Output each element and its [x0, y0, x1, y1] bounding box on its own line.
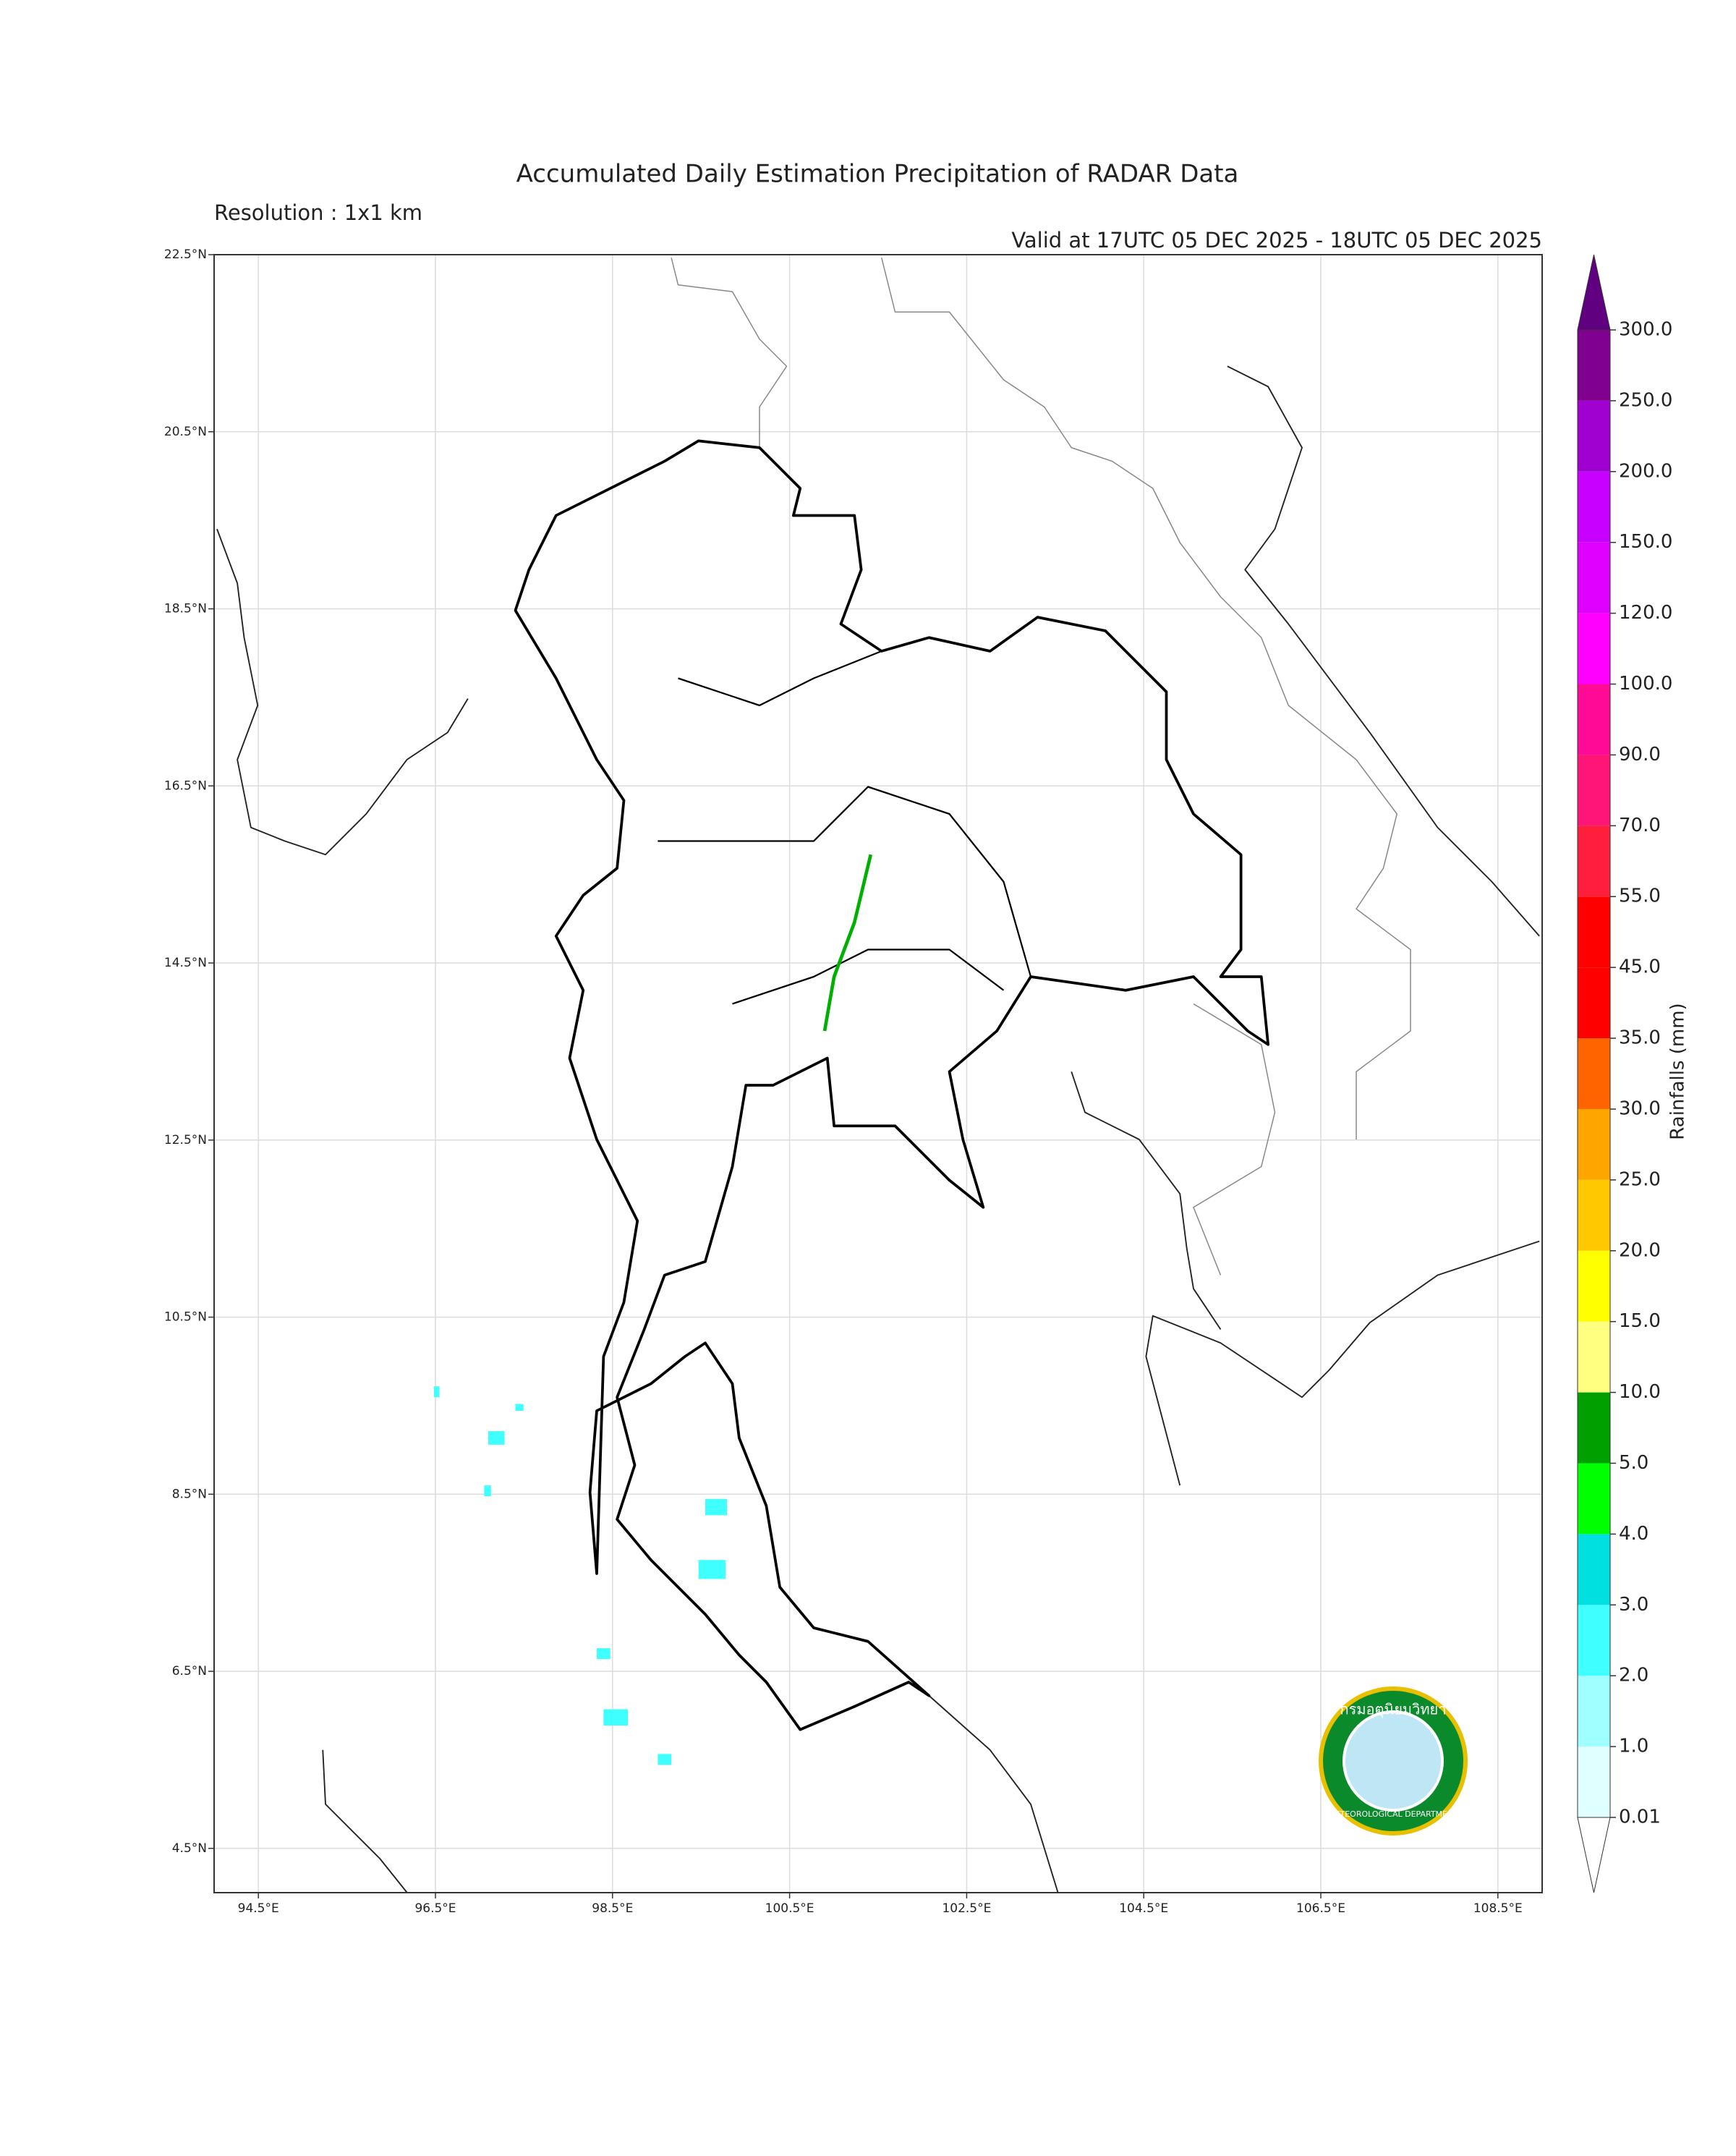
colorbar-tick-label: 4.0: [1619, 1523, 1648, 1545]
y-tick-label: 8.5°N: [172, 1487, 207, 1501]
colorbar-tick-label: 150.0: [1619, 531, 1672, 553]
border: [1193, 1003, 1276, 1276]
colorbar-segment: [1578, 613, 1610, 684]
y-tick-label: 22.5°N: [164, 247, 207, 262]
logo-thai: กรมอุตุนิยมวิทยา: [1340, 1701, 1447, 1719]
colorbar-segment: [1578, 1392, 1610, 1464]
colorbar: 0.01 1.0 2.0 3.0 4.0 5.0 10.0 15.0 20.0 25.0 30.0 3…: [1577, 254, 1672, 1893]
y-tick-label: 16.5°N: [164, 778, 207, 793]
colorbar-tick-label: 90.0: [1619, 744, 1661, 765]
x-tick-label: 100.5°E: [765, 1901, 814, 1916]
y-tick-label: 18.5°N: [164, 602, 207, 616]
colorbar-tick-label: 300.0: [1619, 319, 1672, 341]
colorbar-segment: [1578, 755, 1610, 826]
x-tick-label: 96.5°E: [414, 1901, 456, 1916]
colorbar-segment: [1578, 1108, 1610, 1180]
logo-center: [1343, 1710, 1444, 1812]
x-tick-label: 102.5°E: [942, 1901, 991, 1916]
colorbar-label: Rainfalls (mm): [1667, 1003, 1689, 1139]
colorbar-segment: [1578, 330, 1610, 401]
colorbar-segment: [1578, 542, 1610, 614]
colorbar-tick-label: 30.0: [1619, 1098, 1661, 1119]
x-tick-label: 104.5°E: [1119, 1901, 1168, 1916]
thailand-outline: [514, 439, 1269, 1731]
coastline: [1227, 365, 1540, 937]
border: [881, 258, 1411, 1139]
x-tick-label: 108.5°E: [1473, 1901, 1523, 1916]
colorbar-tick-label: 55.0: [1619, 886, 1661, 907]
geography: [216, 258, 1540, 1893]
colorbar-frame: [1577, 329, 1611, 1818]
y-tick-label: 20.5°N: [164, 425, 207, 439]
colorbar-segment: [1578, 1038, 1610, 1109]
colorbar-tick-label: 35.0: [1619, 1027, 1661, 1049]
coastline: [1145, 1240, 1540, 1486]
resolution: Resolution : 1x1 km: [214, 200, 422, 225]
rain-cells: [434, 1386, 727, 1765]
colorbar-tick-label: 70.0: [1619, 815, 1661, 836]
map-title: Accumulated Daily Estimation Precipitati…: [516, 160, 1239, 189]
colorbar-tick-label: 2.0: [1619, 1665, 1648, 1686]
colorbar-segment: [1578, 684, 1610, 755]
colorbar-segment: [1578, 1747, 1610, 1817]
y-tick-label: 10.5°N: [164, 1310, 207, 1325]
y-tick-label: 12.5°N: [164, 1133, 207, 1147]
colorbar-tick-label: 20.0: [1619, 1239, 1661, 1261]
logo-english: METEOROLOGICAL DEPARTMENT: [1328, 1809, 1458, 1819]
valid-time: Valid at 17UTC 05 DEC 2025 - 18UTC 05 DE…: [1011, 228, 1542, 252]
colorbar-tick-label: 45.0: [1619, 956, 1661, 978]
y-tick-label: 6.5°N: [172, 1664, 207, 1678]
colorbar-segment: [1578, 1534, 1610, 1605]
colorbar-tick-label: 250.0: [1619, 389, 1672, 411]
colorbar-segment: [1578, 1250, 1610, 1322]
colorbar-tick-label: 200.0: [1619, 460, 1672, 482]
x-tick-label: 98.5°E: [592, 1901, 633, 1916]
province-border: [658, 786, 1032, 977]
x-tick-label: 106.5°E: [1296, 1901, 1345, 1916]
border: [671, 258, 788, 448]
colorbar-tick-label: 25.0: [1619, 1168, 1661, 1190]
coastline: [1071, 1071, 1222, 1330]
colorbar-segment: [1578, 1676, 1610, 1747]
coastline: [928, 1695, 1059, 1893]
colorbar-segment: [1578, 400, 1610, 472]
coastline: [322, 1749, 408, 1893]
colorbar-segment: [1578, 1463, 1610, 1535]
colorbar-segment: [1578, 471, 1610, 543]
logo: กรมอุตุนิยมวิทยา METEOROLOGICAL DEPARTME…: [1319, 1686, 1468, 1835]
province-border: [678, 650, 882, 707]
x-tick-label: 94.5°E: [238, 1901, 279, 1916]
colorbar-segment: [1578, 1179, 1610, 1251]
colorbar-tick-label: 3.0: [1619, 1594, 1648, 1616]
colorbar-segment: [1578, 1321, 1610, 1393]
colorbar-segment: [1578, 896, 1610, 968]
colorbar-tick-label: 10.0: [1619, 1381, 1661, 1403]
y-tick-label: 14.5°N: [164, 956, 207, 970]
coastline: [216, 528, 469, 856]
colorbar-tick-label: 5.0: [1619, 1452, 1648, 1474]
colorbar-tick-label: 120.0: [1619, 602, 1672, 624]
colorbar-tick-label: 15.0: [1619, 1310, 1661, 1332]
colorbar-segment: [1578, 1605, 1610, 1676]
colorbar-tick-label: 100.0: [1619, 673, 1672, 695]
y-tick-label: 4.5°N: [172, 1841, 207, 1856]
province-border: [732, 948, 1005, 1005]
colorbar-tick-label: 1.0: [1619, 1736, 1648, 1757]
map-frame: [213, 254, 1543, 1893]
colorbar-tick-label: 0.01: [1619, 1807, 1661, 1828]
colorbar-segment: [1578, 826, 1610, 897]
colorbar-segment: [1578, 967, 1610, 1039]
rain-streak: [822, 854, 873, 1032]
